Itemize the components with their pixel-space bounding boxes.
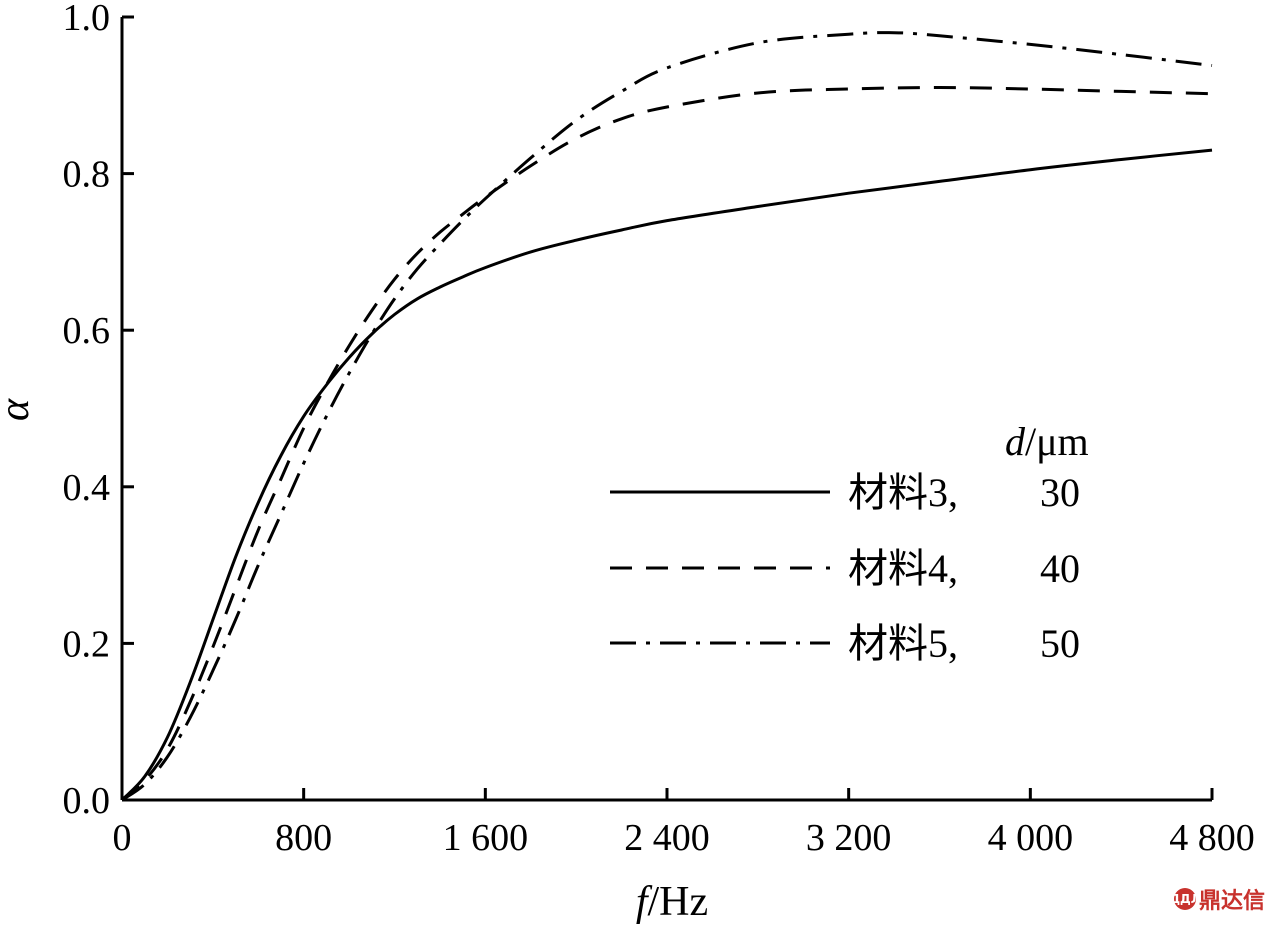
x-tick-label: 3 200 — [806, 817, 892, 859]
x-tick-label: 1 600 — [443, 817, 529, 859]
watermark-text: 鼎达信 — [1198, 889, 1265, 914]
axes — [120, 17, 1212, 802]
watermark-logo-icon: ДДЛ — [1169, 888, 1201, 910]
y-axis-title: α — [0, 398, 38, 421]
axis-labels: f/Hz α — [0, 398, 708, 925]
x-ticks: 0 800 1 600 2 400 3 200 4 000 4 800 — [113, 788, 1255, 859]
y-tick-label: 1.0 — [63, 0, 111, 39]
y-tick-label: 0.2 — [63, 623, 111, 665]
x-tick-label: 2 400 — [624, 817, 710, 859]
legend-value-3: 50 — [1040, 621, 1080, 666]
series-line-3 — [121, 31, 1213, 802]
x-tick-label: 4 000 — [988, 817, 1074, 859]
series-line-2 — [121, 85, 1213, 802]
legend-label-1: 材料3, — [848, 470, 958, 515]
series-group — [120, 31, 1213, 802]
legend-value-1: 30 — [1040, 470, 1080, 515]
x-tick-label: 4 800 — [1169, 817, 1255, 859]
x-tick-label: 800 — [275, 817, 332, 859]
legend-value-2: 40 — [1040, 546, 1080, 591]
legend-label-3: 材料5, — [848, 621, 958, 666]
y-tick-label: 0.4 — [63, 467, 111, 509]
x-axis-title: f/Hz — [636, 879, 708, 925]
y-tick-label: 0.6 — [63, 310, 111, 352]
y-tick-label: 0.8 — [63, 154, 111, 196]
y-ticks: 0.0 0.2 0.4 0.6 0.8 1.0 — [63, 0, 134, 822]
legend-header: d/μm — [1005, 419, 1089, 464]
legend: d/μm 材料3, 30 材料4, 40 材料5, 50 — [610, 419, 1089, 666]
watermark: ДДЛ 鼎达信 — [1169, 883, 1265, 915]
series-line-1 — [120, 148, 1213, 802]
x-tick-label: 0 — [113, 817, 132, 859]
y-tick-label: 0.0 — [63, 780, 111, 822]
legend-label-2: 材料4, — [848, 546, 958, 591]
